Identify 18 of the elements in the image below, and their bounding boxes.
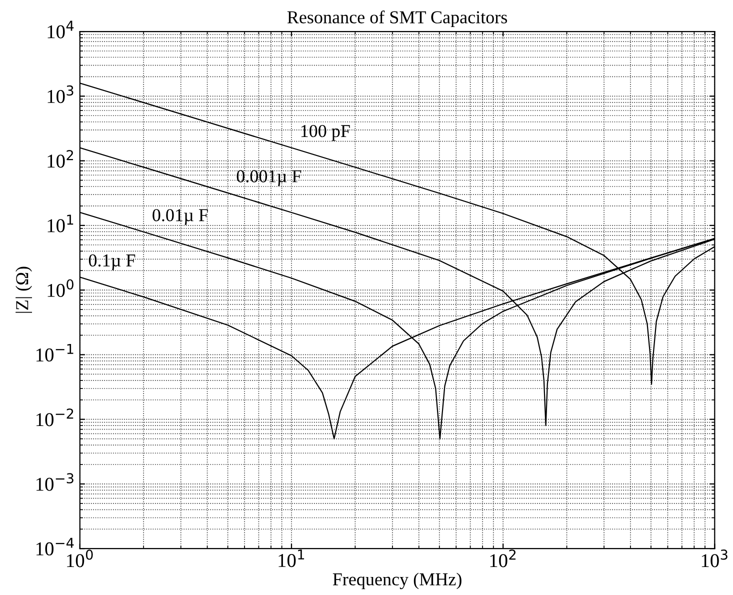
- series-label: 100 pF: [301, 124, 350, 141]
- series-label: 0.01µ F: [152, 209, 208, 225]
- x-tick-label: 10$^{2}$: [490, 550, 516, 568]
- series-label: 0.001µ F: [236, 170, 302, 186]
- y-tick-label: 10$^{1}$: [48, 214, 74, 232]
- y-tick-label: 10$^{0}$: [48, 279, 74, 297]
- x-axis-title: Frequency (MHz): [332, 572, 462, 590]
- y-tick-label: 10$^{2}$: [48, 150, 73, 168]
- x-tick-label: 10$^{3}$: [702, 550, 728, 568]
- y-axis-title: |Z| (Ω): [16, 266, 32, 313]
- y-tick-label: 10$^{−3}$: [36, 473, 74, 491]
- y-tick-label: 10$^{3}$: [48, 85, 74, 104]
- chart-title: Resonance of SMT Capacitors: [287, 10, 508, 28]
- x-tick-label: 10$^{1}$: [278, 550, 304, 568]
- series-label: 0.1µ F: [88, 254, 136, 270]
- y-tick-label: 10$^{−1}$: [36, 344, 74, 362]
- y-tick-label: 10$^{4}$: [48, 20, 74, 38]
- y-tick-label: 10$^{−2}$: [36, 408, 74, 426]
